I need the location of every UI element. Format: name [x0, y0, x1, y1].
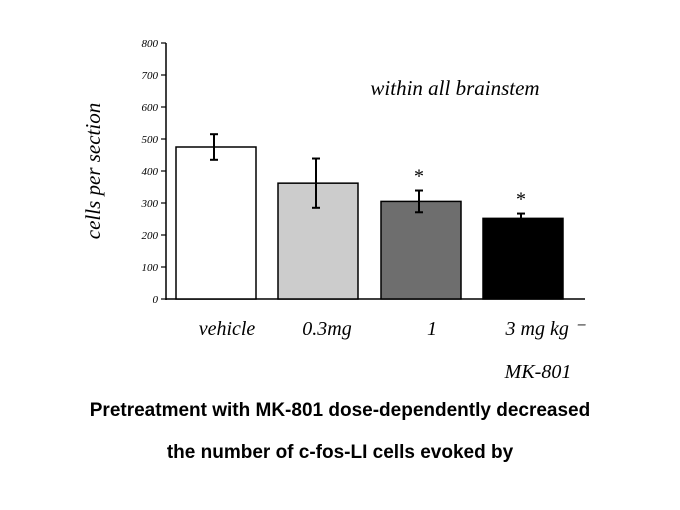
- y-tick-label: 600: [142, 102, 159, 114]
- x-tick-label: 3 mg kg ⁻: [505, 318, 586, 340]
- y-tick-label: 500: [142, 134, 159, 146]
- y-tick-label: 700: [142, 70, 159, 82]
- y-tick-label: 800: [142, 38, 159, 50]
- x-tick-label: vehicle: [199, 318, 256, 340]
- bar: [277, 182, 359, 300]
- chart-annotation: within all brainstem: [370, 76, 539, 100]
- caption-line-1: Pretreatment with MK-801 dose-dependentl…: [89, 400, 591, 421]
- y-tick-label: 400: [142, 166, 159, 178]
- y-axis-label: cells per section: [81, 103, 105, 239]
- y-tick-label: 0: [153, 294, 159, 306]
- x-tick-label: 1: [427, 318, 437, 340]
- caption-line-2: the number of c-fos-LI cells evoked by: [166, 442, 514, 463]
- x-tick-label: 0.3mg: [302, 318, 351, 340]
- y-tick-label: 300: [141, 198, 159, 210]
- bar-chart: 0 100 200 300 400 500 600 700 800 vehicle 0.3mg * 1…: [81, 38, 586, 383]
- bars: vehicle 0.3mg * 1 * 3 mg kg ⁻: [175, 133, 586, 340]
- group-label: MK-801: [504, 361, 572, 383]
- bar: [482, 217, 564, 300]
- significance-star: *: [414, 166, 424, 188]
- significance-star: *: [516, 189, 526, 211]
- bar: [380, 200, 462, 300]
- y-tick-label: 100: [142, 262, 159, 274]
- bar: [175, 146, 257, 300]
- y-tick-label: 200: [142, 230, 159, 242]
